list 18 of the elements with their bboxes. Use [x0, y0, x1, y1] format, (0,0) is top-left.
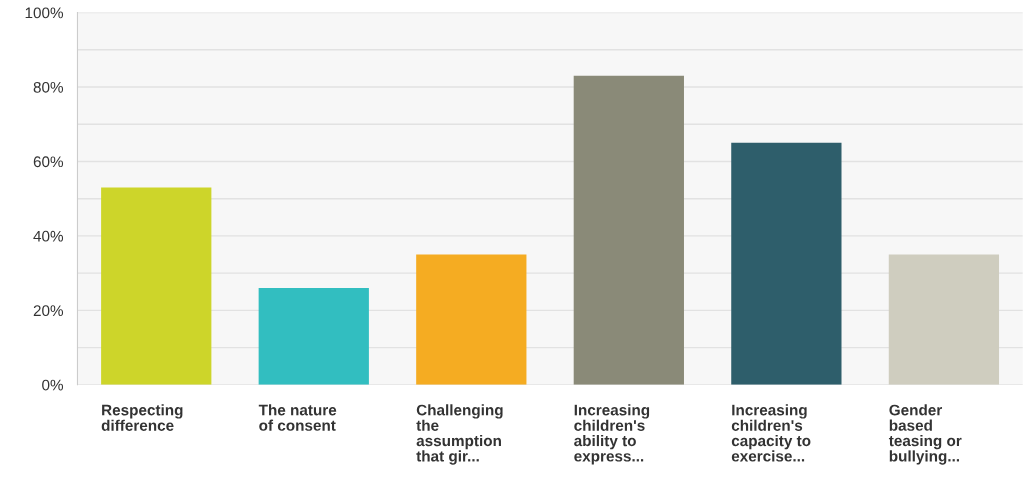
x-tick-label: Increasing children's ability to express...	[574, 404, 650, 465]
y-tick-label: 20%	[33, 305, 64, 317]
bar	[416, 254, 527, 385]
bar	[573, 75, 684, 385]
x-tick-label: Challenging the assumption that gir...	[416, 404, 503, 465]
y-tick-label: 0%	[42, 379, 64, 391]
bar	[888, 254, 1000, 385]
bar	[258, 288, 369, 385]
x-tick-label: Respecting difference	[101, 404, 183, 431]
x-tick-label: The nature of consent	[258, 404, 337, 431]
y-tick-label: 80%	[33, 81, 64, 93]
y-tick-label: 60%	[33, 156, 64, 168]
bar	[731, 142, 842, 385]
y-tick-label: 100%	[25, 7, 64, 19]
y-tick-label: 40%	[33, 230, 64, 242]
bar	[101, 187, 212, 385]
x-tick-label: Increasing children's capacity to exercise...	[731, 404, 811, 462]
x-tick-label: Gender based teasing or bullying...	[888, 404, 962, 465]
